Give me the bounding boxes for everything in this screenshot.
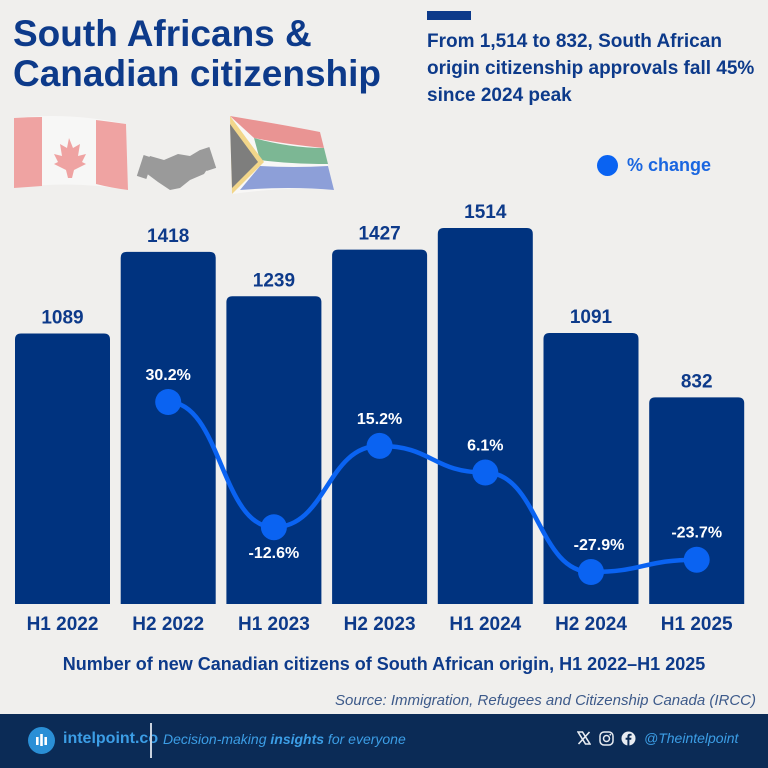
- footer: intelpoint.co Decision-making insights f…: [0, 714, 768, 768]
- percent-change-label: 6.1%: [467, 438, 503, 455]
- bar: [543, 333, 639, 604]
- facebook-icon[interactable]: [620, 730, 636, 746]
- percent-change-label: -23.7%: [671, 525, 722, 542]
- legend-marker-icon: [597, 155, 618, 176]
- percent-change-point: [578, 559, 604, 585]
- chart-legend: % change: [597, 155, 711, 176]
- x-tick-label: H1 2025: [661, 614, 733, 635]
- bar-value-label: 1091: [570, 307, 613, 328]
- brand-name[interactable]: intelpoint.co: [63, 730, 159, 747]
- south-africa-flag-icon: [230, 116, 334, 194]
- bar: [332, 249, 428, 605]
- page-title: South Africans & Canadian citizenship: [13, 14, 381, 94]
- tagline-bold: insights: [270, 731, 325, 747]
- bar: [437, 228, 533, 604]
- percent-change-point: [260, 514, 287, 541]
- brand-logo-icon[interactable]: [28, 727, 55, 754]
- percent-change-point: [366, 432, 393, 459]
- bar-value-label: 1514: [464, 202, 507, 223]
- accent-bar: [427, 11, 471, 20]
- x-tick-label: H2 2023: [344, 614, 416, 635]
- bar-value-label: 1089: [41, 308, 83, 329]
- tagline: Decision-making insights for everyone: [163, 731, 406, 747]
- x-tick-label: H1 2024: [449, 614, 521, 635]
- footer-divider: [150, 723, 152, 758]
- bar-value-label: 832: [681, 371, 713, 392]
- percent-change-point: [683, 546, 710, 573]
- instagram-icon[interactable]: [598, 730, 614, 746]
- x-tick-label: H2 2024: [555, 614, 627, 635]
- x-tick-label: H1 2022: [27, 614, 99, 635]
- flags-illustration: [14, 116, 334, 194]
- bar: [226, 296, 322, 604]
- percent-change-label: -12.6%: [249, 545, 300, 562]
- percent-change-point: [155, 389, 182, 415]
- tagline-pre: Decision-making: [163, 731, 271, 747]
- x-axis-title: Number of new Canadian citizens of South…: [62, 654, 706, 674]
- title-line-2: Canadian citizenship: [13, 53, 382, 94]
- percent-change-label: 30.2%: [146, 367, 191, 384]
- bar-value-label: 1427: [358, 224, 400, 245]
- bar: [15, 333, 110, 604]
- x-tick-label: H2 2022: [132, 614, 204, 635]
- percent-change-label: -27.9%: [574, 537, 625, 554]
- bar: [649, 397, 745, 604]
- percent-change-point: [472, 459, 499, 486]
- bar-value-label: 1418: [147, 226, 189, 247]
- x-tick-label: H1 2023: [238, 614, 310, 635]
- social-links: @Theintelpoint: [576, 730, 738, 746]
- source-note: Source: Immigration, Refugees and Citize…: [334, 692, 756, 709]
- percent-change-label: 15.2%: [357, 411, 402, 428]
- handshake-icon: [136, 146, 217, 190]
- legend-label: % change: [627, 155, 712, 175]
- subtitle: From 1,514 to 832, South African origin …: [427, 31, 755, 106]
- chart: 1089 H1 2022 1418 H2 2022 1239 H1 2023 1427 H2 …: [15, 202, 745, 635]
- bar-value-label: 1239: [253, 270, 295, 291]
- bar: [120, 251, 216, 604]
- social-handle[interactable]: @Theintelpoint: [644, 730, 739, 746]
- tagline-post: for everyone: [324, 731, 406, 747]
- x-twitter-icon[interactable]: [576, 730, 592, 746]
- canada-flag-icon: [14, 116, 128, 190]
- title-line-1: South Africans &: [13, 13, 312, 54]
